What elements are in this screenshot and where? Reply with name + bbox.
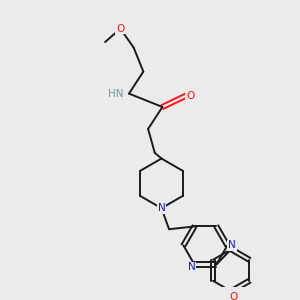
Text: HN: HN	[108, 88, 123, 99]
Text: O: O	[229, 292, 237, 300]
Text: O: O	[116, 24, 124, 34]
Text: N: N	[158, 203, 165, 213]
Text: N: N	[228, 241, 236, 250]
Text: N: N	[188, 262, 195, 272]
Text: O: O	[186, 91, 194, 100]
